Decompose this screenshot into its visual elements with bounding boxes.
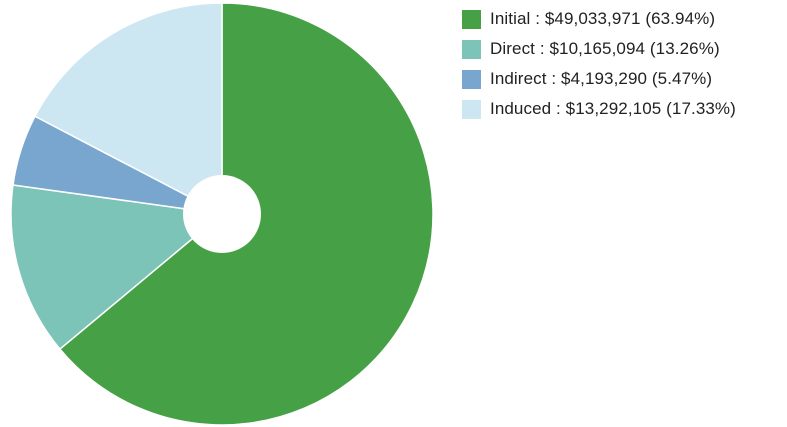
- slice-direct[interactable]: [10, 184, 223, 350]
- legend-item-initial[interactable]: Initial : $49,033,971 (63.94%): [462, 4, 736, 34]
- legend-label-direct: Direct : $10,165,094 (13.26%): [490, 39, 720, 58]
- legend-label-initial: Initial : $49,033,971 (63.94%): [490, 9, 716, 28]
- donut-hole: [183, 175, 261, 253]
- legend-swatch-direct: [462, 39, 481, 59]
- legend-swatch-initial: [462, 9, 481, 29]
- legend-label-induced: Induced : $13,292,105 (17.33%): [490, 99, 736, 118]
- legend-item-induced[interactable]: Induced : $13,292,105 (17.33%): [462, 94, 736, 124]
- legend-item-indirect[interactable]: Indirect : $4,193,290 (5.47%): [462, 64, 736, 94]
- legend-label-indirect: Indirect : $4,193,290 (5.47%): [490, 69, 713, 88]
- legend-swatch-indirect: [462, 69, 481, 89]
- legend-item-direct[interactable]: Direct : $10,165,094 (13.26%): [462, 34, 736, 64]
- legend: Initial : $49,033,971 (63.94%) Direct : …: [462, 4, 736, 124]
- slice-induced[interactable]: [34, 2, 223, 215]
- legend-swatch-induced: [462, 99, 481, 119]
